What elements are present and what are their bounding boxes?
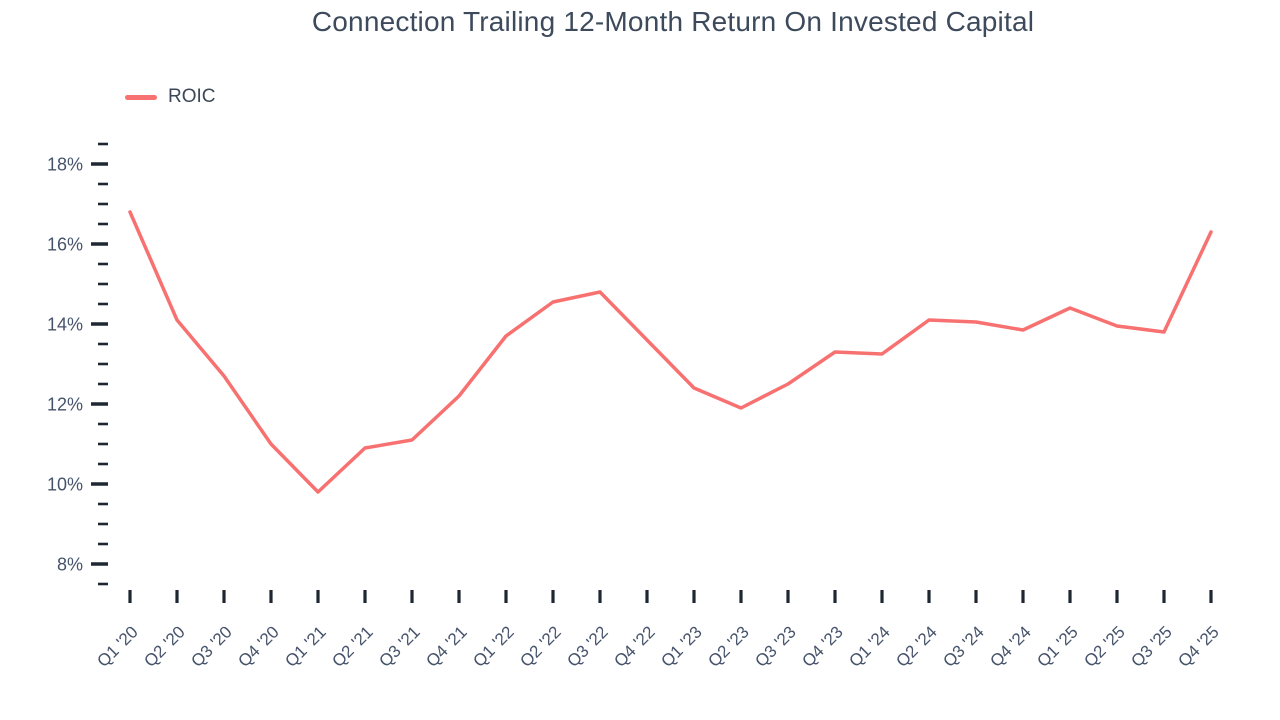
legend-swatch-roic (125, 94, 157, 100)
y-tick-label: 8% (57, 555, 83, 575)
x-tick-label: Q4 '25 (1174, 622, 1222, 670)
y-tick-label: 10% (47, 475, 83, 495)
x-tick-label: Q2 '25 (1080, 622, 1128, 670)
x-tick-label: Q4 '21 (422, 622, 470, 670)
x-tick-label: Q3 '21 (375, 622, 423, 670)
x-tick-label: Q1 '20 (93, 622, 141, 670)
x-tick-label: Q3 '24 (939, 622, 987, 670)
x-tick-label: Q1 '25 (1033, 622, 1081, 670)
x-tick-label: Q1 '23 (657, 622, 705, 670)
x-tick-label: Q4 '24 (986, 622, 1034, 670)
y-tick-label: 14% (47, 315, 83, 335)
roic-line (128, 210, 1213, 494)
x-tick-label: Q2 '20 (140, 622, 188, 670)
x-tick-label: Q2 '22 (516, 622, 564, 670)
x-tick-label: Q2 '21 (328, 622, 376, 670)
x-tick-label: Q4 '22 (610, 622, 658, 670)
chart-title: Connection Trailing 12-Month Return On I… (311, 6, 1035, 37)
x-tick-label: Q1 '22 (469, 622, 517, 670)
y-tick-label: 12% (47, 395, 83, 415)
x-tick-label: Q1 '24 (845, 622, 893, 670)
x-tick-label: Q3 '23 (751, 622, 799, 670)
x-tick-label: Q3 '25 (1127, 622, 1175, 670)
x-tick-label: Q4 '23 (798, 622, 846, 670)
x-tick-label: Q2 '24 (892, 622, 940, 670)
y-tick-label: 16% (47, 235, 83, 255)
legend: ROIC (125, 86, 216, 108)
x-tick-label: Q4 '20 (234, 622, 282, 670)
y-tick-label: 18% (47, 155, 83, 175)
legend-label-roic: ROIC (168, 86, 216, 107)
x-tick-label: Q1 '21 (281, 622, 329, 670)
x-tick-label: Q3 '22 (563, 622, 611, 670)
x-tick-label: Q2 '23 (704, 622, 752, 670)
x-tick-label: Q3 '20 (187, 622, 235, 670)
